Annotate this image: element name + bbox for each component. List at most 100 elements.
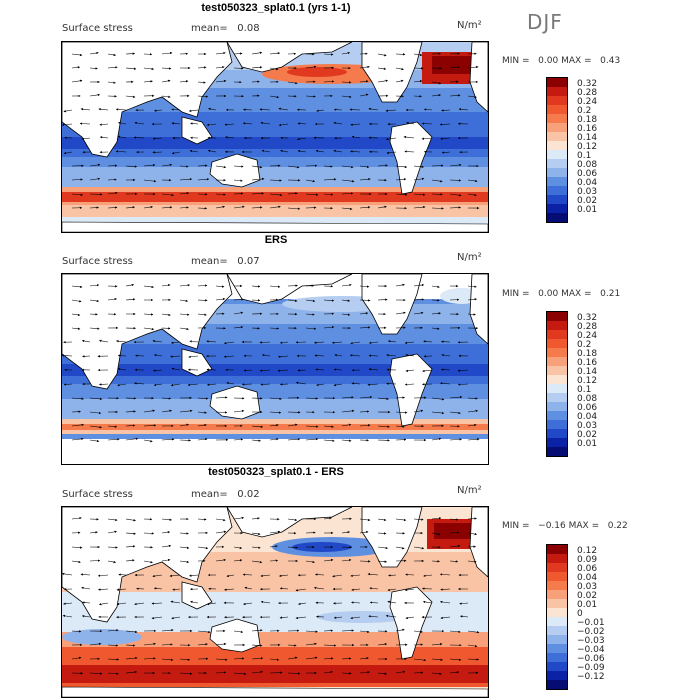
stress-vector [423, 574, 433, 577]
colorbar-tick-label: 0.09 [577, 555, 598, 565]
stress-vector [215, 285, 225, 288]
panel-2-units: N/m² [457, 252, 482, 263]
colorbar-swatch [547, 599, 567, 608]
stress-vector [359, 424, 371, 427]
stress-vector [377, 642, 388, 646]
stress-vector [413, 177, 425, 181]
stress-vector [125, 95, 136, 99]
panel-3-mean: mean= 0.02 [191, 489, 260, 500]
stress-vector [98, 602, 109, 606]
stress-vector [107, 518, 118, 522]
stress-vector [71, 397, 84, 400]
stress-vector [71, 327, 81, 330]
stress-vector [143, 424, 157, 427]
stress-vector [341, 192, 354, 195]
colorbar-swatch [547, 150, 567, 159]
stress-vector [189, 149, 199, 153]
colorbar-tick-label: −0.04 [577, 645, 605, 655]
stress-vector [233, 630, 244, 634]
stress-vector [395, 178, 407, 181]
stress-vector [404, 150, 415, 153]
stress-vector [467, 95, 477, 99]
stress-vector [161, 658, 174, 662]
stress-vector [251, 629, 263, 632]
stress-vector [107, 206, 118, 209]
stress-vector [395, 165, 408, 169]
stress-vector [161, 193, 174, 197]
stress-vector [305, 313, 315, 316]
stress-vector [269, 327, 280, 330]
stress-vector [98, 108, 109, 111]
stress-vector [99, 123, 109, 126]
stress-vector [251, 192, 265, 195]
stress-vector [190, 600, 199, 604]
stress-vector [89, 327, 100, 330]
stress-vector [441, 353, 451, 357]
colorbar-swatch [547, 321, 567, 330]
stress-vector [449, 671, 460, 674]
colorbar-swatch [547, 375, 567, 384]
stress-vector [323, 439, 335, 442]
stress-vector [215, 193, 226, 196]
panel-3-mean-value: 0.02 [237, 489, 260, 500]
stress-vector [233, 438, 244, 441]
stress-vector [179, 299, 189, 303]
stress-vector [233, 311, 244, 315]
stress-vector [333, 383, 343, 387]
stress-vector [431, 658, 443, 662]
stress-vector [406, 121, 415, 125]
stress-vector [413, 630, 423, 633]
stress-vector [242, 122, 253, 125]
colorbar-swatch [547, 680, 567, 689]
colorbar-tick-label: 0.32 [577, 313, 598, 323]
stress-vector [467, 65, 479, 69]
stress-vector [395, 425, 405, 428]
stress-vector [117, 383, 127, 387]
stress-vector [441, 151, 451, 154]
colorbar-tick-label: 0.1 [577, 385, 592, 395]
stress-vector [125, 644, 136, 647]
stress-vector [89, 439, 100, 443]
stress-vector [89, 299, 100, 303]
stress-vector [323, 178, 337, 181]
stress-vector [143, 439, 153, 443]
stress-vector [350, 150, 361, 153]
stress-vector [179, 423, 189, 427]
stress-vector [467, 409, 479, 413]
stress-vector [467, 397, 478, 400]
stress-vector [278, 123, 289, 127]
colorbar-tick-label: −0.02 [577, 627, 605, 637]
stress-vector [405, 369, 415, 372]
colorbar-tick-label: 0.28 [577, 88, 598, 98]
stress-vector [107, 191, 118, 195]
stress-vector [197, 66, 207, 69]
stress-vector [431, 397, 445, 401]
stress-vector [125, 559, 135, 562]
stress-vector [215, 671, 227, 674]
stress-vector [413, 643, 424, 646]
panel-3-max-value: 0.22 [607, 521, 628, 531]
stress-vector [215, 165, 227, 169]
colorbar-swatch [547, 554, 567, 563]
stress-vector [287, 299, 298, 303]
stress-vector [107, 66, 118, 69]
stress-vector [187, 383, 199, 387]
colorbar-tick-label: 0.12 [577, 546, 598, 556]
stress-vector [385, 109, 397, 112]
stress-vector [439, 123, 451, 126]
stress-vector [316, 383, 325, 387]
stress-vector [161, 51, 173, 55]
stress-vector [251, 51, 263, 55]
stress-vector [278, 574, 289, 577]
stress-vector [80, 573, 91, 576]
stress-vector [125, 545, 136, 548]
stress-vector [125, 206, 136, 209]
stress-vector [251, 425, 264, 428]
panel-2-colorbar-labels: 0.32 0.28 0.24 0.2 0.18 0.16 0.14 0.12 0.1 0.08 0.… [577, 314, 597, 449]
stress-vector [413, 311, 424, 315]
stress-vector [387, 340, 397, 343]
stress-vector [323, 670, 334, 674]
stress-vector [251, 206, 263, 209]
stress-vector [197, 643, 208, 646]
stress-vector [341, 423, 352, 427]
